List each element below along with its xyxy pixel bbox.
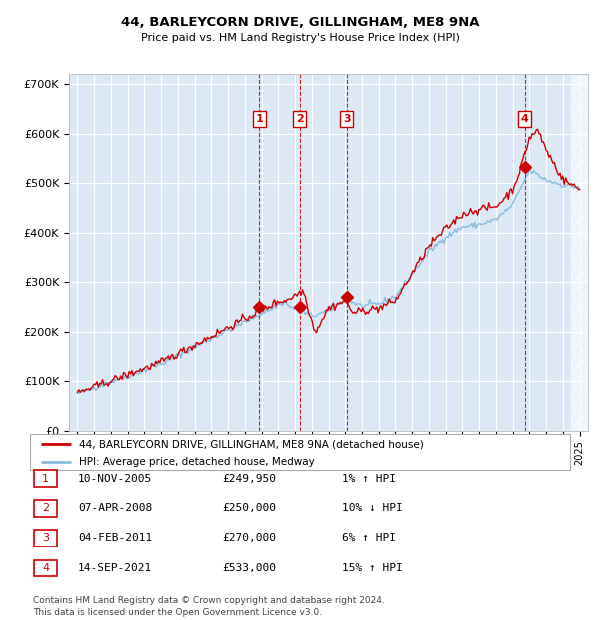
FancyBboxPatch shape (34, 470, 57, 487)
Text: 14-SEP-2021: 14-SEP-2021 (78, 563, 152, 573)
Text: 44, BARLEYCORN DRIVE, GILLINGHAM, ME8 9NA: 44, BARLEYCORN DRIVE, GILLINGHAM, ME8 9N… (121, 16, 479, 29)
FancyBboxPatch shape (34, 500, 57, 517)
Text: 15% ↑ HPI: 15% ↑ HPI (342, 563, 403, 573)
Bar (571, 74, 588, 431)
Text: £250,000: £250,000 (222, 503, 276, 513)
Text: 1% ↑ HPI: 1% ↑ HPI (342, 474, 396, 484)
FancyBboxPatch shape (34, 559, 57, 577)
Text: 4: 4 (521, 114, 529, 124)
Text: 07-APR-2008: 07-APR-2008 (78, 503, 152, 513)
Text: 1: 1 (256, 114, 263, 124)
Text: 3: 3 (42, 533, 49, 543)
Text: 2: 2 (296, 114, 304, 124)
Text: 10-NOV-2005: 10-NOV-2005 (78, 474, 152, 484)
Text: Price paid vs. HM Land Registry's House Price Index (HPI): Price paid vs. HM Land Registry's House … (140, 33, 460, 43)
Text: £249,950: £249,950 (222, 474, 276, 484)
Text: £533,000: £533,000 (222, 563, 276, 573)
Text: 10% ↓ HPI: 10% ↓ HPI (342, 503, 403, 513)
Text: HPI: Average price, detached house, Medway: HPI: Average price, detached house, Medw… (79, 457, 314, 467)
Text: 3: 3 (343, 114, 350, 124)
Text: 44, BARLEYCORN DRIVE, GILLINGHAM, ME8 9NA (detached house): 44, BARLEYCORN DRIVE, GILLINGHAM, ME8 9N… (79, 439, 424, 449)
Text: £270,000: £270,000 (222, 533, 276, 543)
Text: Contains HM Land Registry data © Crown copyright and database right 2024.
This d: Contains HM Land Registry data © Crown c… (33, 596, 385, 617)
FancyBboxPatch shape (30, 434, 570, 470)
Text: 4: 4 (42, 563, 49, 573)
Text: 2: 2 (42, 503, 49, 513)
Text: 04-FEB-2011: 04-FEB-2011 (78, 533, 152, 543)
Text: 6% ↑ HPI: 6% ↑ HPI (342, 533, 396, 543)
Text: 1: 1 (42, 474, 49, 484)
FancyBboxPatch shape (34, 529, 57, 547)
